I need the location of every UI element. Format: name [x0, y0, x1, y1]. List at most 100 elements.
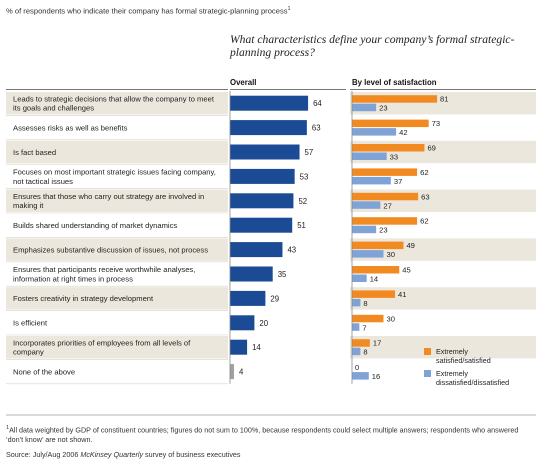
- dissatisfied-value-label: 33: [390, 153, 398, 162]
- overall-bar: [230, 339, 248, 355]
- dissatisfied-bar: [352, 298, 361, 307]
- dissatisfied-bar: [352, 225, 377, 234]
- header-rule-by-level: [350, 89, 536, 90]
- category-label: None of the above: [13, 367, 75, 376]
- dissatisfied-value-label: 7: [362, 323, 366, 332]
- satisfied-bar: [352, 95, 438, 103]
- row-shade: [6, 92, 228, 115]
- dissatisfied-value-label: 23: [379, 104, 387, 113]
- dissatisfied-value-label: 16: [372, 372, 380, 381]
- overall-value-label: 43: [287, 246, 296, 255]
- source-suffix: survey of business executives: [143, 450, 241, 459]
- dissatisfied-bar: [352, 250, 384, 258]
- row-shade: [350, 287, 536, 310]
- row-shade: [6, 189, 228, 212]
- overall-value-label: 4: [239, 368, 244, 377]
- overall-value-label: 51: [297, 221, 306, 230]
- satisfied-bar: [352, 192, 419, 201]
- satisfied-bar: [352, 266, 400, 274]
- satisfied-bar: [352, 290, 396, 298]
- category-label: Builds shared understanding of market dy…: [13, 221, 177, 230]
- overall-bar: [230, 193, 294, 209]
- legend-label-satisfied: Extremely satisfied/satisfied: [436, 347, 491, 365]
- overall-bar: [230, 266, 273, 282]
- header-rule-overall: [230, 89, 346, 90]
- overall-bar: [230, 168, 295, 184]
- overall-bar: [230, 95, 309, 111]
- row-shade: [6, 336, 228, 359]
- source-publication: McKinsey Quarterly: [80, 450, 144, 459]
- footnote: 1All data weighted by GDP of constituent…: [6, 424, 534, 444]
- satisfied-value-label: 81: [440, 95, 448, 104]
- bar-chart: Leads to strategic decisions that allow …: [6, 91, 536, 416]
- dissatisfied-value-label: 23: [379, 226, 387, 235]
- overall-value-label: 52: [298, 197, 307, 206]
- dissatisfied-bar: [352, 128, 397, 136]
- category-label: Is efficient: [13, 319, 48, 328]
- dissatisfied-value-label: 37: [394, 177, 402, 186]
- satisfied-value-label: 41: [398, 290, 406, 299]
- row-shade: [6, 238, 228, 261]
- row-shade: [350, 336, 536, 359]
- category-label: Incorporates priorities of employees fro…: [13, 338, 191, 356]
- dissatisfied-bar: [352, 323, 360, 331]
- column-header-overall: Overall: [230, 78, 257, 87]
- overall-bar: [230, 242, 283, 258]
- satisfied-value-label: 17: [373, 339, 381, 348]
- category-label: Leads to strategic decisions that allow …: [13, 94, 215, 112]
- satisfied-value-label: 30: [387, 314, 395, 323]
- satisfied-bar: [352, 217, 418, 225]
- category-label: Ensures that those who carry out strateg…: [13, 192, 204, 210]
- category-label: Ensures that participants receive worthw…: [13, 265, 195, 283]
- satisfied-bar: [352, 144, 425, 152]
- dissatisfied-value-label: 8: [363, 299, 367, 308]
- legend-swatch-dissatisfied: [424, 370, 431, 377]
- satisfied-value-label: 49: [406, 241, 414, 250]
- satisfied-value-label: 62: [420, 217, 428, 226]
- dissatisfied-value-label: 30: [387, 250, 395, 259]
- satisfied-value-label: 69: [427, 144, 435, 153]
- dissatisfied-bar: [352, 176, 391, 185]
- satisfied-value-label: 45: [402, 266, 410, 275]
- dissatisfied-value-label: 42: [399, 128, 407, 137]
- row-shade: [6, 287, 228, 310]
- dissatisfied-bar: [352, 347, 361, 356]
- satisfied-bar: [352, 119, 429, 128]
- category-label: Emphasizes substantive discussion of iss…: [13, 245, 208, 254]
- overall-value-label: 14: [252, 343, 261, 352]
- chart-subtitle: % of respondents who indicate their comp…: [6, 6, 291, 16]
- dissatisfied-value-label: 27: [383, 201, 391, 210]
- satisfied-bar: [352, 339, 370, 347]
- dissatisfied-bar: [352, 274, 367, 282]
- legend-label-dissatisfied: Extremely dissatisfied/dissatisfied: [436, 369, 510, 387]
- satisfied-bar: [352, 241, 404, 250]
- satisfied-value-label: 73: [432, 119, 440, 128]
- dissatisfied-bar: [352, 152, 387, 160]
- overall-value-label: 64: [313, 99, 322, 108]
- satisfied-value-label: 63: [421, 192, 429, 201]
- overall-bar: [230, 364, 234, 380]
- source-line: Source: July/Aug 2006 McKinsey Quarterly…: [6, 450, 241, 459]
- dissatisfied-bar: [352, 103, 377, 112]
- overall-value-label: 35: [278, 270, 287, 279]
- header-rule-left: [6, 89, 228, 90]
- column-header-by-level: By level of satisfaction: [352, 78, 437, 87]
- dissatisfied-value-label: 14: [370, 275, 378, 284]
- footnote-marker: 1: [6, 425, 10, 431]
- overall-bar: [230, 315, 255, 331]
- overall-value-label: 57: [305, 148, 314, 157]
- dissatisfied-bar: [352, 372, 369, 380]
- subtitle-footnote-marker: 1: [287, 6, 291, 12]
- overall-value-label: 63: [312, 124, 321, 133]
- row-shade: [6, 140, 228, 164]
- legend-swatch-satisfied: [424, 348, 431, 355]
- overall-bar: [230, 144, 300, 160]
- category-label: Fosters creativity in strategy developme…: [13, 294, 154, 303]
- overall-value-label: 53: [300, 172, 309, 181]
- source-prefix: Source: July/Aug 2006: [6, 450, 81, 459]
- overall-bar: [230, 120, 307, 136]
- satisfied-bar: [352, 168, 418, 176]
- category-label: Assesses risks as well as benefits: [13, 123, 128, 132]
- overall-value-label: 29: [270, 294, 279, 303]
- footnote-text: All data weighted by GDP of constituent …: [6, 425, 519, 444]
